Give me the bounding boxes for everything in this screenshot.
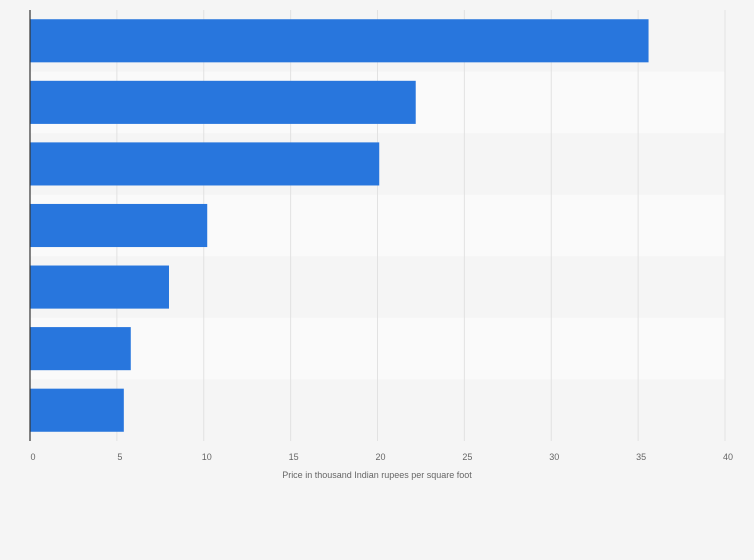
x-tick-label-15: 15 — [289, 452, 299, 462]
x-tick-label-40: 40 — [723, 452, 733, 462]
bar-2 — [30, 80, 416, 124]
x-tick-label-0: 0 — [30, 452, 35, 462]
bars — [30, 19, 649, 432]
bar-1 — [30, 19, 649, 63]
bar-5 — [30, 265, 169, 309]
x-tick-label-35: 35 — [636, 452, 646, 462]
x-axis-title: Price in thousand Indian rupees per squa… — [282, 470, 472, 480]
bar-3 — [30, 142, 380, 186]
x-tick-label-30: 30 — [549, 452, 559, 462]
x-tick-label-10: 10 — [202, 452, 212, 462]
bar-4 — [30, 203, 208, 248]
x-tick-label-5: 5 — [117, 452, 122, 462]
bar-7 — [30, 388, 124, 432]
x-tick-labels: 0 5 10 15 20 25 30 35 40 — [30, 452, 733, 462]
x-tick-label-20: 20 — [375, 452, 385, 462]
x-tick-label-25: 25 — [462, 452, 472, 462]
bar-6 — [30, 327, 131, 371]
